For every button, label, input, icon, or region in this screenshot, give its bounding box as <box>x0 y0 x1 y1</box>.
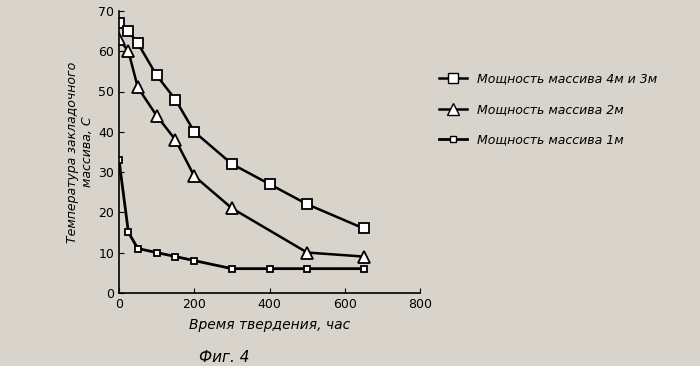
Мощность массива 4м и 3м <box>124 29 132 33</box>
Y-axis label: Температура закладочного
массива, С: Температура закладочного массива, С <box>66 61 94 243</box>
Мощность массива 4м и 3м <box>153 73 161 78</box>
Мощность массива 2м <box>190 174 199 178</box>
Мощность массива 2м <box>172 138 180 142</box>
Мощность массива 1м <box>134 246 142 251</box>
Мощность массива 2м <box>153 113 161 118</box>
Мощность массива 2м <box>115 37 123 41</box>
Мощность массива 1м <box>115 158 123 162</box>
Мощность массива 2м <box>303 250 312 255</box>
Line: Мощность массива 2м: Мощность массива 2м <box>113 34 369 262</box>
Мощность массива 4м и 3м <box>265 182 274 186</box>
Мощность массива 4м и 3м <box>228 162 236 166</box>
Мощность массива 4м и 3м <box>303 202 312 206</box>
X-axis label: Время твердения, час: Время твердения, час <box>189 318 350 332</box>
Мощность массива 1м <box>303 266 312 271</box>
Legend: Мощность массива 4м и 3м, Мощность массива 2м, Мощность массива 1м: Мощность массива 4м и 3м, Мощность масси… <box>435 69 660 150</box>
Мощность массива 1м <box>153 250 161 255</box>
Мощность массива 1м <box>228 266 236 271</box>
Мощность массива 4м и 3м <box>190 130 199 134</box>
Мощность массива 1м <box>172 254 180 259</box>
Мощность массива 2м <box>359 254 368 259</box>
Мощность массива 1м <box>190 258 199 263</box>
Мощность массива 4м и 3м <box>115 21 123 25</box>
Мощность массива 4м и 3м <box>359 226 368 231</box>
Мощность массива 1м <box>359 266 368 271</box>
Мощность массива 2м <box>228 206 236 210</box>
Line: Мощность массива 1м: Мощность массива 1м <box>116 157 367 272</box>
Line: Мощность массива 4м и 3м: Мощность массива 4м и 3м <box>114 18 368 233</box>
Мощность массива 4м и 3м <box>134 41 142 45</box>
Мощность массива 1м <box>265 266 274 271</box>
Text: Фиг. 4: Фиг. 4 <box>199 350 249 365</box>
Мощность массива 1м <box>124 230 132 235</box>
Мощность массива 4м и 3м <box>172 97 180 102</box>
Мощность массива 2м <box>134 85 142 90</box>
Мощность массива 2м <box>124 49 132 53</box>
